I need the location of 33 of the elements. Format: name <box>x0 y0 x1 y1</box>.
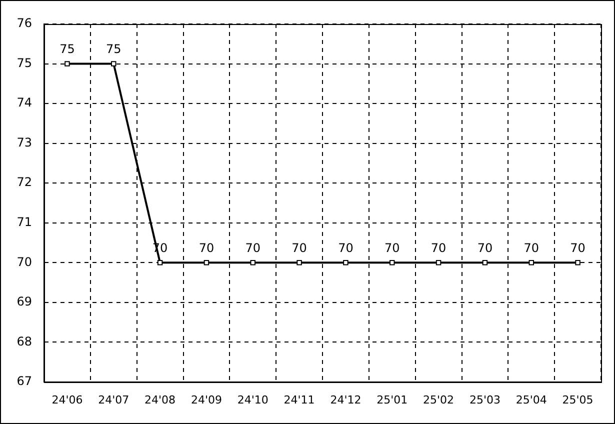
y-tick-label: 75 <box>16 56 32 70</box>
data-label: 70 <box>430 240 446 255</box>
x-tick-label: 25'01 <box>376 393 408 406</box>
x-tick-label: 24'12 <box>330 393 362 406</box>
data-label: 70 <box>292 240 307 255</box>
x-tick-label: 24'06 <box>52 393 83 406</box>
x-tick-label: 25'03 <box>469 393 500 406</box>
x-tick-label: 24'09 <box>190 393 222 406</box>
x-tick-label: 24'07 <box>98 393 130 406</box>
y-tick-label: 68 <box>16 334 32 348</box>
y-tick-label: 67 <box>16 374 32 388</box>
data-label: 70 <box>477 240 493 255</box>
data-label: 70 <box>384 240 400 255</box>
y-tick-label: 73 <box>16 135 32 150</box>
y-tick-label: 72 <box>16 175 32 190</box>
y-tick-label: 71 <box>16 215 32 230</box>
data-label: 70 <box>570 240 586 255</box>
y-tick-label: 69 <box>16 294 32 309</box>
data-label: 70 <box>524 240 540 255</box>
data-label: 75 <box>60 42 75 56</box>
x-tick-label: 25'02 <box>423 393 454 406</box>
data-label: 70 <box>198 240 214 255</box>
y-tick-label: 76 <box>16 16 32 30</box>
x-tick-label: 24'11 <box>284 393 315 406</box>
data-label: 75 <box>106 42 122 56</box>
data-label: 70 <box>245 240 261 255</box>
y-tick-label: 70 <box>16 254 32 269</box>
x-tick-label: 25'05 <box>562 393 594 406</box>
data-label: 70 <box>338 240 354 255</box>
x-tick-label: 25'04 <box>516 393 547 406</box>
x-tick-label: 24'10 <box>237 393 268 406</box>
y-tick-label: 74 <box>16 96 32 110</box>
x-tick-label: 24'08 <box>144 393 176 406</box>
